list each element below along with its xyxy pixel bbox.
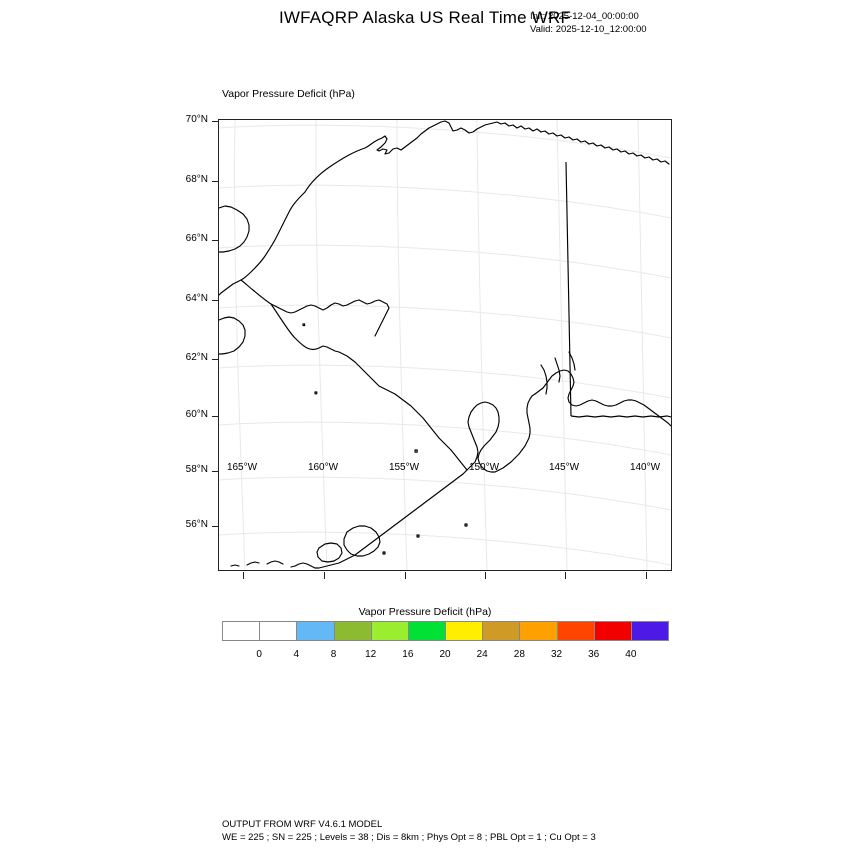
lon-label-160w: 160°W — [307, 462, 339, 473]
lat-tick-62 — [212, 359, 219, 360]
map-canvas — [219, 120, 671, 570]
run-info-block: Init: 2025-12-04_00:00:00 Valid: 2025-12… — [530, 11, 647, 36]
lat-label-68: 68°N — [185, 174, 208, 185]
coastline-paths — [219, 120, 671, 569]
colorbar-cell-10 — [593, 621, 632, 641]
panel-variable-label: Vapor Pressure Deficit (hPa) — [222, 88, 355, 100]
graticule-lines — [219, 120, 671, 570]
lon-tick-160w — [324, 572, 325, 579]
footer-line-2: WE = 225 ; SN = 225 ; Levels = 38 ; Dis … — [222, 832, 596, 843]
colorbar-tick-labels: 0 4 8 12 16 20 24 28 32 36 40 — [222, 649, 668, 663]
lat-tick-68 — [212, 181, 219, 182]
lat-label-56: 56°N — [185, 519, 208, 530]
lon-label-145w: 145°W — [548, 462, 580, 473]
colorbar-cell-4 — [370, 621, 409, 641]
lon-label-165w: 165°W — [226, 462, 258, 473]
lon-label-140w: 140°W — [629, 462, 661, 473]
lon-tick-145w — [565, 572, 566, 579]
colorbar-cell-6 — [445, 621, 484, 641]
map-plot-frame — [212, 119, 672, 579]
colorbar-label-0: 0 — [256, 649, 262, 660]
lat-label-64: 64°N — [185, 293, 208, 304]
lon-tick-165w — [243, 572, 244, 579]
colorbar-label-20: 20 — [439, 649, 451, 660]
colorbar-cell-2 — [296, 621, 335, 641]
colorbar-label-24: 24 — [476, 649, 488, 660]
colorbar-label-28: 28 — [513, 649, 525, 660]
colorbar-label-36: 36 — [588, 649, 600, 660]
lon-tick-150w — [485, 572, 486, 579]
colorbar[interactable] — [222, 621, 670, 641]
colorbar-cell-7 — [482, 621, 521, 641]
political-border — [565, 161, 671, 418]
lat-label-60: 60°N — [185, 409, 208, 420]
colorbar-label-12: 12 — [365, 649, 377, 660]
lat-tick-64 — [212, 300, 219, 301]
colorbar-label-32: 32 — [550, 649, 563, 660]
lat-label-66: 66°N — [185, 233, 208, 244]
colorbar-cells — [222, 621, 670, 641]
lon-label-155w: 155°W — [388, 462, 420, 473]
colorbar-cell-0 — [222, 621, 261, 641]
model-footer: OUTPUT FROM WRF V4.6.1 MODEL WE = 225 ; … — [222, 818, 596, 844]
lon-label-150w: 150°W — [468, 462, 500, 473]
lat-tick-70 — [212, 121, 219, 122]
valid-time: Valid: 2025-12-10_12:00:00 — [530, 23, 647, 35]
lat-tick-60 — [212, 416, 219, 417]
colorbar-label-16: 16 — [402, 649, 414, 660]
footer-line-1: OUTPUT FROM WRF V4.6.1 MODEL — [222, 819, 383, 830]
colorbar-cell-8 — [519, 621, 558, 641]
colorbar-title: Vapor Pressure Deficit (hPa) — [358, 606, 492, 618]
lat-tick-58 — [212, 471, 219, 472]
page-title: IWFAQRP Alaska US Real Time WRF — [0, 8, 850, 28]
colorbar-cell-3 — [333, 621, 372, 641]
colorbar-cell-1 — [259, 621, 298, 641]
colorbar-cell-9 — [556, 621, 595, 641]
lon-tick-155w — [405, 572, 406, 579]
colorbar-cell-11 — [630, 621, 670, 641]
lat-tick-66 — [212, 240, 219, 241]
colorbar-label-40: 40 — [625, 649, 637, 660]
lat-label-58: 58°N — [185, 464, 208, 475]
colorbar-cell-5 — [407, 621, 447, 641]
init-time: Init: 2025-12-04_00:00:00 — [530, 11, 639, 22]
lat-label-70: 70°N — [185, 114, 208, 125]
page-title-text: IWFAQRP Alaska US Real Time WRF — [278, 8, 572, 27]
lon-tick-140w — [646, 572, 647, 579]
colorbar-label-8: 8 — [330, 649, 337, 660]
lat-tick-56 — [212, 526, 219, 527]
lat-label-62: 62°N — [185, 352, 208, 363]
colorbar-label-4: 4 — [293, 649, 300, 660]
